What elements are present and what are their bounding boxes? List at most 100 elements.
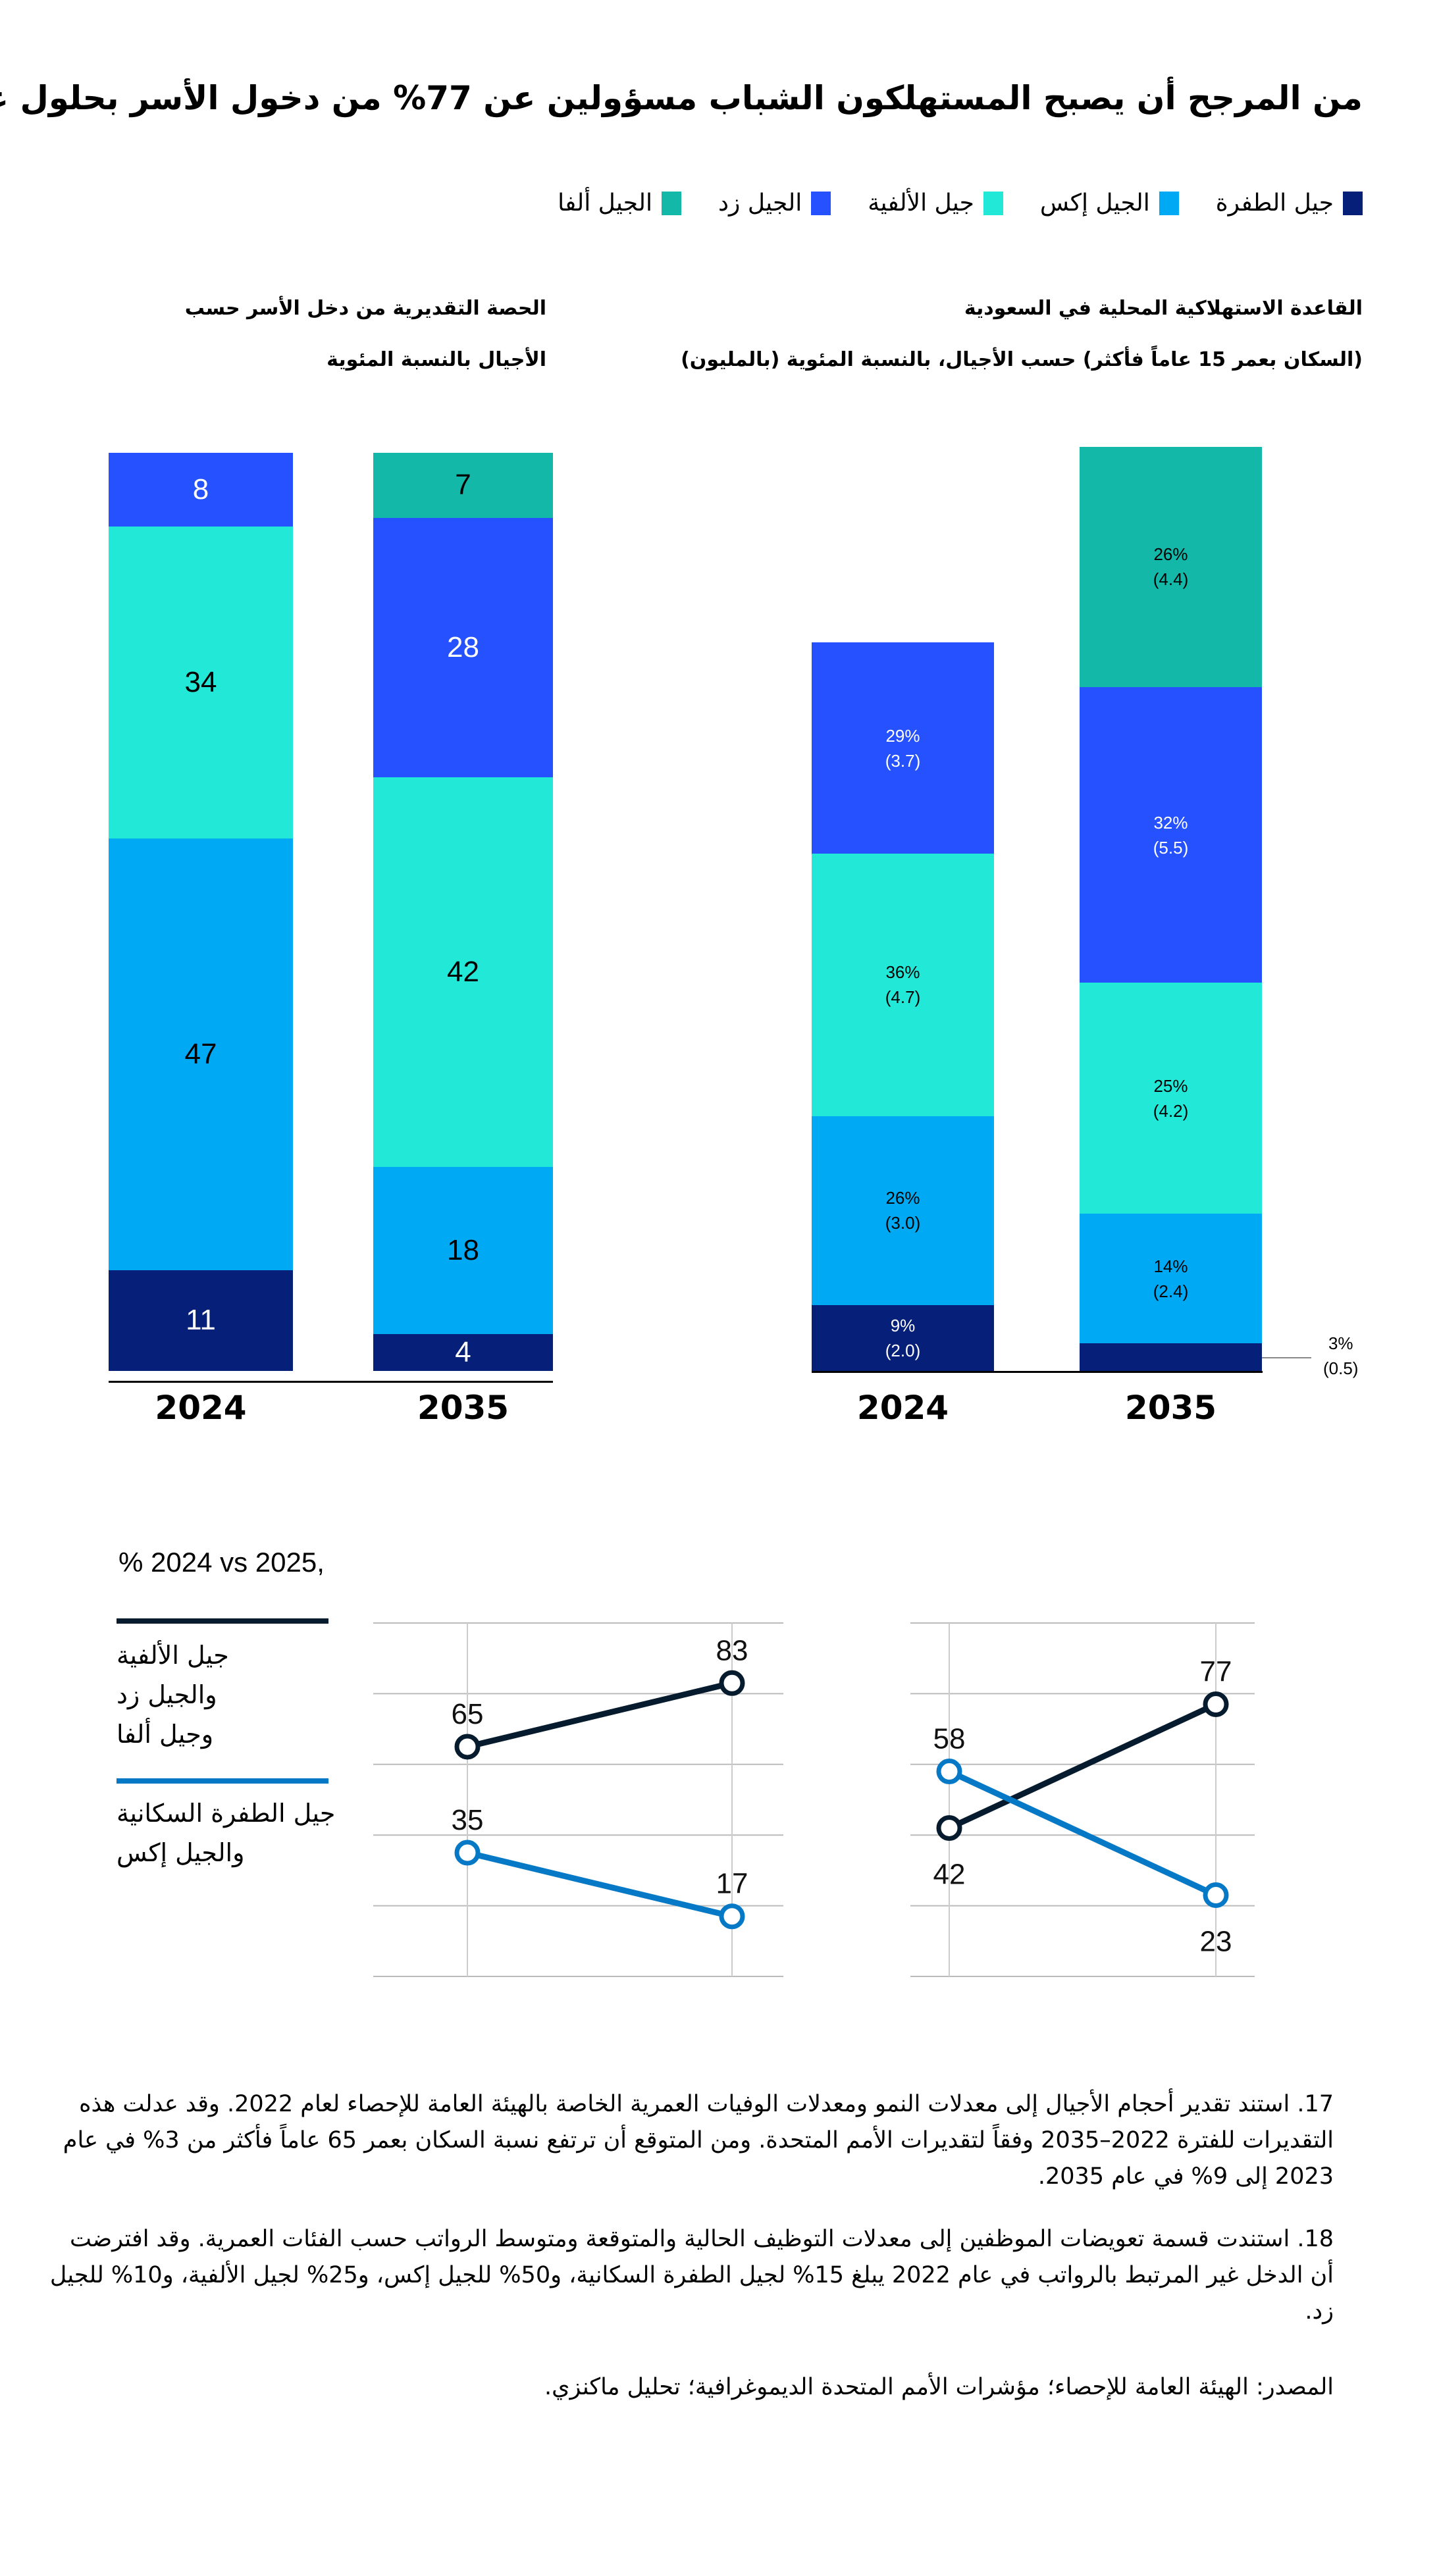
series-line [466, 1680, 733, 1750]
bar-segment: 8 [109, 453, 293, 527]
bar-segment: 32% (5.5) [1080, 686, 1262, 983]
footnote-18: 18. استندت قسمة تعويضات الموظفين إلى معد… [49, 2226, 1334, 2325]
bar-segment: 25% (4.2) [1080, 983, 1262, 1214]
legend-text: وجيل ألفا [117, 1720, 214, 1749]
data-label: 42 [933, 1858, 966, 1890]
outside-label: 3% (0.5) [1323, 1331, 1358, 1381]
legend-label: الجيل إكس [1039, 190, 1150, 217]
legend-text: والجيل إكس [117, 1838, 245, 1867]
legend-label: الجيل ألفا [558, 190, 652, 217]
legend-item: جيل الألفية [868, 190, 1003, 217]
segment-label-line: 25% [1153, 1075, 1188, 1096]
segment-label-line: (3.7) [885, 750, 921, 771]
bar-segment: 11 [109, 1270, 293, 1371]
year-label: 2024 [155, 1389, 247, 1427]
data-point [1203, 1882, 1229, 1908]
segment-label: 26% (3.0) [885, 1185, 920, 1235]
segment-label-line: 26% [885, 1188, 920, 1208]
data-point [936, 1759, 962, 1785]
bar-segment: 29% (3.7) [812, 642, 994, 854]
data-point [936, 1815, 962, 1841]
bar-segment: 28 [373, 517, 553, 778]
segment-label: 14% (2.4) [1153, 1254, 1188, 1304]
legend-label: جيل الطفرة [1215, 190, 1334, 217]
source-note: المصدر: الهيئة العامة للإحصاء؛ مؤشرات ال… [544, 2374, 1334, 2400]
segment-label: 36% (4.7) [885, 960, 920, 1010]
segment-label: 29% (3.7) [885, 723, 920, 773]
year-label: 2035 [417, 1389, 510, 1427]
footnote-17: 17. استند تقدير أحجام الأجيال إلى معدلات… [63, 2091, 1334, 2190]
data-label: 77 [1200, 1656, 1232, 1688]
segment-label-line: 3% [1328, 1333, 1353, 1353]
segment-label-line: (0.5) [1323, 1358, 1359, 1378]
legend-swatch [983, 191, 1003, 215]
segment-label-line: (3.0) [885, 1213, 921, 1233]
line-chart-caption: % 2024 vs 2025, [118, 1547, 325, 1578]
right-chart-subtitle: القاعدة الاستهلاكية المحلية في السعودية … [681, 283, 1363, 386]
legend-line-dark [117, 1618, 328, 1624]
legend-text: جيل الطفرة السكانية [117, 1799, 336, 1828]
segment-label: 47 [184, 1037, 217, 1070]
bar-segment: 14% (2.4) [1080, 1214, 1262, 1343]
legend-label: جيل الألفية [868, 190, 974, 217]
segment-label-line: (4.4) [1153, 569, 1189, 590]
legend-item: الجيل زد [718, 190, 831, 217]
segment-label: 32% (5.5) [1153, 810, 1188, 860]
segment-label: 9% (2.0) [885, 1313, 920, 1363]
segment-label: 34 [184, 665, 217, 698]
bar-segment: 36% (4.7) [812, 854, 994, 1116]
page-title: من المرجح أن يصبح المستهلكون الشباب مسؤو… [0, 79, 1363, 117]
segment-label-line: 29% [885, 725, 920, 746]
legend-item: الجيل ألفا [558, 190, 681, 217]
bar-segment: 47 [109, 838, 293, 1270]
bar-segment: 26% (3.0) [812, 1116, 994, 1306]
data-label: 23 [1200, 1925, 1232, 1957]
segment-label: 3% (0.5) [1323, 1331, 1358, 1381]
legend-swatch [1159, 191, 1179, 215]
series-line [466, 1849, 733, 1920]
segment-label-line: (4.7) [885, 987, 921, 1008]
leader-line [1262, 1356, 1311, 1358]
legend-swatch [1343, 191, 1363, 215]
data-label: 58 [933, 1723, 966, 1755]
legend-swatch [662, 191, 681, 215]
baseline [812, 1371, 1263, 1373]
segment-label-line: 14% [1153, 1256, 1188, 1276]
bar-segment: 26% (4.4) [1080, 446, 1262, 687]
segment-label: 8 [192, 473, 209, 505]
segment-label-line: (4.2) [1153, 1100, 1189, 1121]
left-chart-subtitle: الحصة التقديرية من دخل الأسر حسب الأجيال… [185, 283, 546, 386]
segment-label-line: (2.0) [885, 1341, 921, 1361]
year-label: 2035 [1124, 1389, 1217, 1427]
bar-segment [1080, 1343, 1262, 1371]
segment-label: 26% (4.4) [1153, 542, 1188, 592]
bar-segment: 4 [373, 1333, 553, 1371]
bar-segment: 7 [373, 453, 553, 518]
legend-text: والجيل زد [117, 1680, 217, 1709]
segment-label: 25% (4.2) [1153, 1073, 1188, 1123]
segment-label-line: (5.5) [1153, 837, 1189, 858]
baseline [109, 1381, 553, 1383]
segment-label: 18 [447, 1233, 479, 1266]
segment-label: 7 [455, 469, 471, 502]
legend-swatch [811, 191, 831, 215]
bar-segment: 42 [373, 777, 553, 1167]
bar-segment: 18 [373, 1167, 553, 1334]
data-label: 65 [452, 1698, 484, 1730]
data-label: 83 [716, 1634, 748, 1666]
data-point [454, 1734, 481, 1760]
segment-label-line: 9% [890, 1316, 916, 1336]
series-line [948, 1768, 1217, 1898]
segment-label: 28 [447, 631, 479, 663]
bar-segment: 34 [109, 526, 293, 838]
data-point [454, 1840, 481, 1866]
segment-label-line: 26% [1153, 544, 1188, 565]
data-label: 35 [452, 1804, 484, 1836]
subtitle-line: الحصة التقديرية من دخل الأسر حسب [184, 297, 546, 320]
legend-label-young: جيل الألفية والجيل زد وجيل ألفا [117, 1636, 229, 1754]
segment-label-line: 36% [885, 962, 920, 983]
legend-label: الجيل زد [718, 190, 802, 217]
legend-item: الجيل إكس [1040, 190, 1179, 217]
